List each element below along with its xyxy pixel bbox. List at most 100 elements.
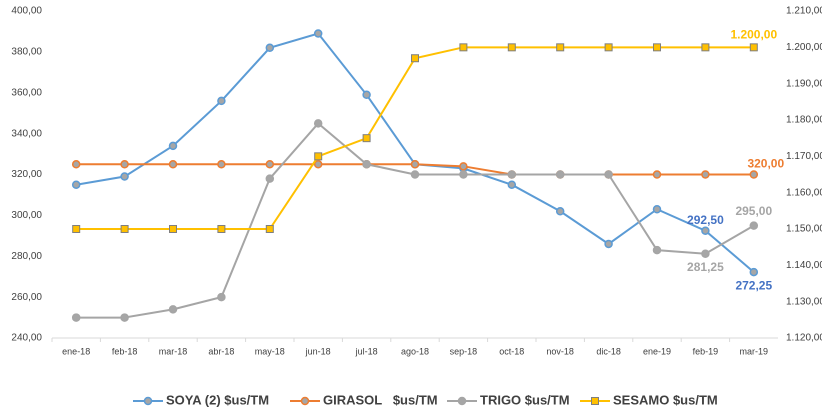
legend-marker [457,396,467,406]
marker [507,170,517,179]
y-tick-label: 400,00 [11,6,42,17]
y-tick-label: 340,00 [11,128,42,139]
marker [652,204,662,214]
marker [411,54,419,63]
y-tick-label: 320,00 [11,169,42,180]
marker [72,225,81,233]
marker [507,43,516,52]
y2-tick-label: 1.140,00 [786,260,822,271]
y-tick-label: 280,00 [11,251,42,262]
marker [313,160,323,169]
x-tick-label: mar-19 [740,346,769,356]
marker [749,267,759,277]
x-tick-label: ago-18 [401,346,429,356]
marker [313,29,323,38]
x-tick-label: jul-18 [355,346,378,356]
x-tick-label: mar-18 [159,346,188,356]
marker [265,225,274,233]
marker [507,180,517,189]
y2-tick-label: 1.210,00 [786,6,822,17]
value-label: 1.200,00 [730,28,777,42]
marker [217,292,226,302]
value-label: 272,25 [735,278,772,292]
marker [314,152,323,161]
value-label: 320,00 [747,157,784,171]
series-line [76,32,755,273]
marker [168,141,178,151]
y2-tick-label: 1.170,00 [786,151,822,162]
marker [652,245,662,255]
marker [120,172,129,181]
marker [410,160,420,169]
marker [555,170,565,179]
y2-tick-label: 1.190,00 [786,78,822,89]
marker [701,170,710,179]
marker [459,43,468,52]
y-tick-label: 260,00 [11,292,42,303]
legend-label: GIRASOL $us/TM [323,392,438,407]
x-tick-label: feb-19 [693,346,719,356]
x-tick-label: may-18 [255,346,285,356]
marker [265,43,275,53]
y2-tick-label: 1.160,00 [786,187,822,198]
marker [71,180,81,189]
marker [749,221,759,230]
legend-marker [591,397,599,405]
marker [652,170,662,179]
x-tick-label: dic-18 [596,346,621,356]
marker [217,225,226,233]
x-tick-label: ene-19 [643,346,671,356]
y-tick-label: 380,00 [11,47,42,58]
value-label: 292,50 [687,213,724,227]
y2-tick-label: 1.150,00 [786,224,822,235]
marker [217,96,226,106]
x-tick-label: feb-18 [112,346,138,356]
marker [701,226,710,235]
marker [749,43,758,52]
marker [653,43,661,52]
y-tick-label: 240,00 [11,333,42,344]
marker [459,162,468,171]
marker [71,160,81,169]
marker [120,160,129,169]
x-tick-label: ene-18 [62,346,90,356]
series-line [76,122,755,319]
x-tick-label: abr-18 [208,346,234,356]
marker [168,160,178,169]
y2-tick-label: 1.120,00 [786,333,822,344]
marker [217,160,226,169]
marker [362,90,371,100]
marker [555,207,565,216]
legend-marker [300,396,310,406]
marker [362,160,371,169]
marker [265,174,275,183]
marker [265,160,275,169]
marker [749,170,759,179]
marker [701,249,710,258]
y-tick-label: 300,00 [11,210,42,221]
x-tick-label: jun-18 [305,346,331,356]
y-tick-label: 360,00 [11,87,42,98]
x-tick-label: sep-18 [450,346,478,356]
marker [120,313,129,322]
marker [604,170,613,179]
value-label: 281,25 [687,260,724,274]
legend-label: SESAMO $us/TM [613,392,718,407]
value-label: 295,00 [735,204,772,218]
marker [313,119,323,128]
marker [701,43,710,52]
marker [168,305,178,314]
marker [120,225,129,233]
marker [71,313,81,322]
marker [556,43,565,52]
marker [362,134,371,143]
x-tick-label: nov-18 [546,346,574,356]
marker [459,170,468,179]
marker [410,170,420,179]
y2-tick-label: 1.180,00 [786,115,822,126]
y2-tick-label: 1.200,00 [786,42,822,53]
x-tick-label: oct-18 [499,346,524,356]
marker [604,239,613,249]
y2-tick-label: 1.130,00 [786,296,822,307]
